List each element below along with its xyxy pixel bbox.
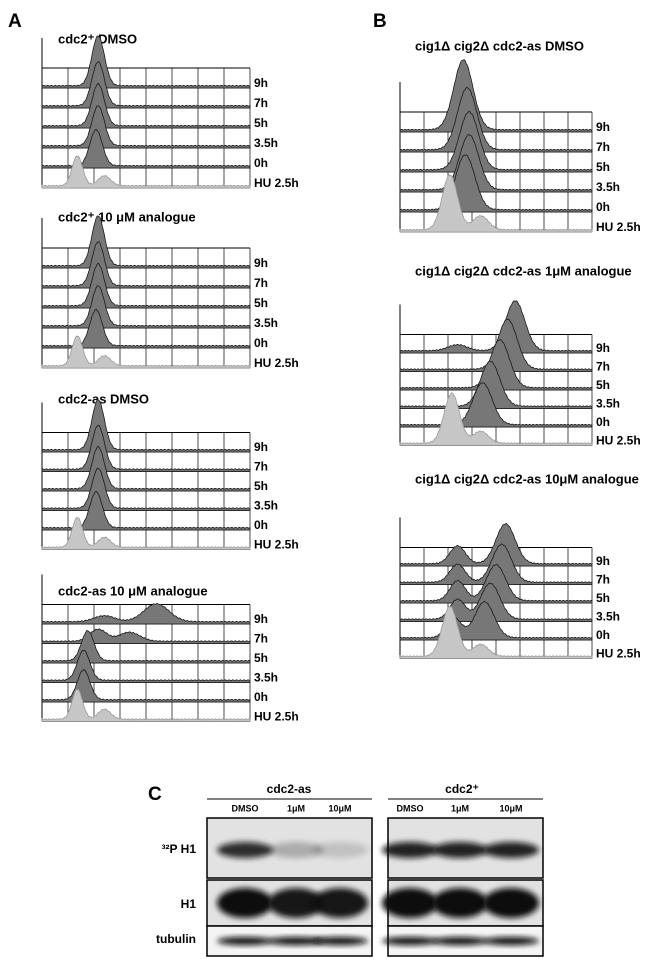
- blot-band: [217, 842, 273, 858]
- plot-title: cdc2-as 10 μM analogue: [58, 583, 208, 598]
- row-label: 9h: [254, 612, 268, 626]
- row-label: 9h: [596, 120, 610, 134]
- row-label: 7h: [254, 632, 268, 646]
- row-label: HU 2.5h: [254, 710, 299, 724]
- plot-title: cdc2⁺ 10 μM analogue: [58, 209, 196, 224]
- row-label: HU 2.5h: [254, 356, 299, 370]
- row-label: 0h: [254, 156, 268, 170]
- row-label: HU 2.5h: [596, 434, 641, 448]
- blot-band: [483, 937, 539, 945]
- group-label: cdc2⁺: [445, 782, 479, 796]
- blot-band: [382, 888, 438, 918]
- row-label: 9h: [254, 440, 268, 454]
- blot-row-label: H1: [181, 897, 197, 911]
- histogram-stack: [42, 400, 250, 550]
- lane-label: 10μM: [499, 803, 522, 813]
- row-label: 0h: [596, 200, 610, 214]
- row-label: 3.5h: [254, 136, 278, 150]
- lane-label: 10μM: [328, 803, 351, 813]
- row-label: 7h: [254, 96, 268, 110]
- row-label: 9h: [254, 76, 268, 90]
- row-label: 3.5h: [596, 397, 620, 411]
- row-label: 7h: [596, 360, 610, 374]
- row-label: 7h: [596, 573, 610, 587]
- blot-band: [217, 888, 273, 918]
- row-label: 7h: [596, 140, 610, 154]
- panel-letter: B: [373, 11, 387, 32]
- row-label: 3.5h: [254, 499, 278, 513]
- lane-label: 1μM: [287, 803, 305, 813]
- row-label: 3.5h: [596, 180, 620, 194]
- row-label: 3.5h: [254, 316, 278, 330]
- row-label: 0h: [596, 415, 610, 429]
- row-label: 5h: [254, 116, 268, 130]
- row-label: 7h: [254, 460, 268, 474]
- row-label: 9h: [254, 256, 268, 270]
- row-label: 5h: [254, 479, 268, 493]
- row-label: 5h: [596, 591, 610, 605]
- blot-band: [382, 937, 438, 945]
- row-label: 0h: [254, 518, 268, 532]
- row-label: 3.5h: [596, 610, 620, 624]
- blot-band: [312, 842, 368, 858]
- lane-label: DMSO: [232, 803, 259, 813]
- blot-band: [432, 842, 488, 858]
- row-label: HU 2.5h: [596, 647, 641, 661]
- row-label: HU 2.5h: [596, 220, 641, 234]
- row-label: 3.5h: [254, 671, 278, 685]
- blot-band: [432, 888, 488, 918]
- row-label: 5h: [596, 160, 610, 174]
- plot-title: cig1Δ cig2Δ cdc2-as DMSO: [415, 38, 584, 53]
- row-label: 5h: [254, 651, 268, 665]
- blot-row-label: tubulin: [156, 932, 196, 946]
- row-label: HU 2.5h: [254, 538, 299, 552]
- histogram-stack: [42, 36, 250, 188]
- blot-band: [312, 937, 368, 945]
- plot-title: cdc2-as DMSO: [58, 391, 149, 406]
- blot-band: [382, 842, 438, 858]
- row-label: 9h: [596, 341, 610, 355]
- row-label: 5h: [254, 296, 268, 310]
- blot-band: [432, 937, 488, 945]
- blot-band: [483, 842, 539, 858]
- histogram: [400, 361, 592, 409]
- panel-letter: A: [8, 11, 22, 32]
- histogram-stack: [42, 216, 250, 368]
- group-label: cdc2-as: [267, 782, 312, 796]
- panel-letter: C: [148, 784, 162, 805]
- histogram-stack: [400, 301, 592, 446]
- histogram-stack: [400, 60, 592, 232]
- blot-band: [217, 937, 273, 945]
- plot-title: cig1Δ cig2Δ cdc2-as 1μM analogue: [415, 263, 632, 278]
- row-label: 5h: [596, 378, 610, 392]
- blot-band: [483, 888, 539, 918]
- blot-row-label: ³²P H1: [162, 842, 197, 856]
- row-label: 0h: [596, 628, 610, 642]
- plot-title: cig1Δ cig2Δ cdc2-as 10μM analogue: [415, 471, 639, 486]
- lane-label: DMSO: [397, 803, 424, 813]
- row-label: 0h: [254, 690, 268, 704]
- histogram-stack: [400, 518, 592, 659]
- figure: A B C cdc2⁺ DMSO 9h 7h 5h 3.5h 0h HU 2.5h cdc2⁺…: [0, 0, 672, 959]
- row-label: 0h: [254, 336, 268, 350]
- blot-band: [312, 888, 368, 918]
- row-label: 7h: [254, 276, 268, 290]
- row-label: 9h: [596, 554, 610, 568]
- lane-label: 1μM: [451, 803, 469, 813]
- row-label: HU 2.5h: [254, 176, 299, 190]
